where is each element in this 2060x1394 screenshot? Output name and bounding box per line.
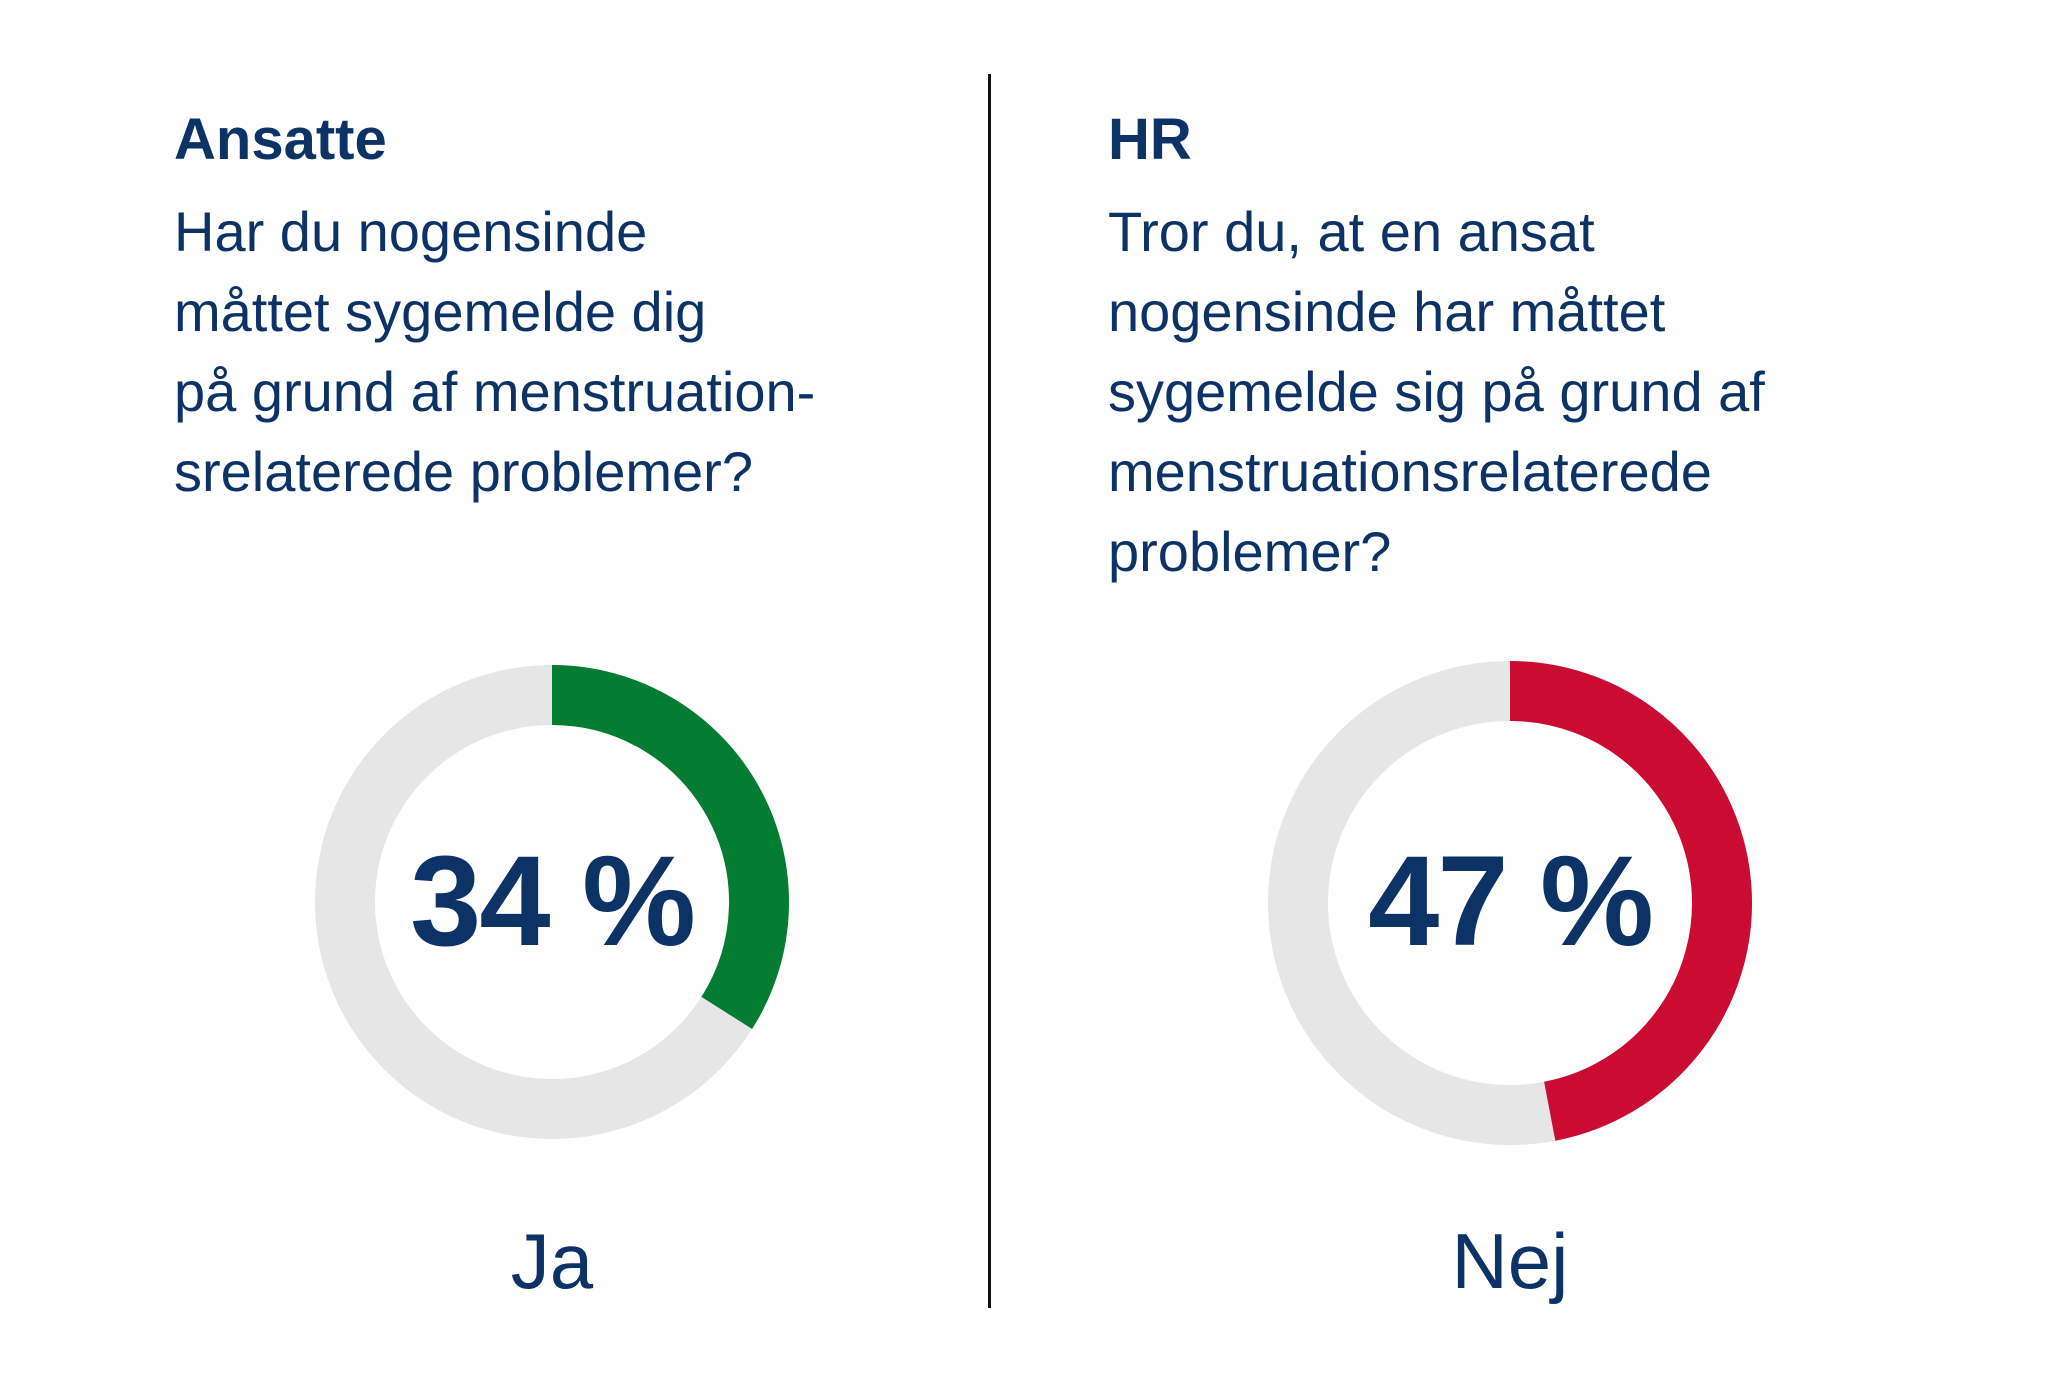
donut-chart-hr (1268, 661, 1752, 1145)
panel-hr: HR Tror du, at en ansat nogensinde har m… (992, 0, 2060, 1394)
panel-ansatte: Ansatte Har du nogensinde måttet sygemel… (0, 0, 990, 1394)
question-hr: Tror du, at en ansat nogensinde har mått… (1108, 200, 1765, 583)
heading-hr: HR (1108, 107, 1192, 172)
heading-ansatte: Ansatte (174, 107, 387, 172)
donut-slice-nej (1509, 661, 1752, 1141)
donut-chart-ansatte (315, 665, 789, 1139)
donut-slice-ja (551, 665, 789, 1029)
answer-label-nej: Nej (1451, 1217, 1569, 1305)
answer-label-ja: Ja (510, 1217, 594, 1305)
divider-line (988, 74, 991, 1308)
value-label-hr: 47 % (1368, 830, 1654, 973)
question-ansatte: Har du nogensinde måttet sygemelde dig p… (174, 200, 816, 503)
value-label-ansatte: 34 % (410, 830, 696, 973)
